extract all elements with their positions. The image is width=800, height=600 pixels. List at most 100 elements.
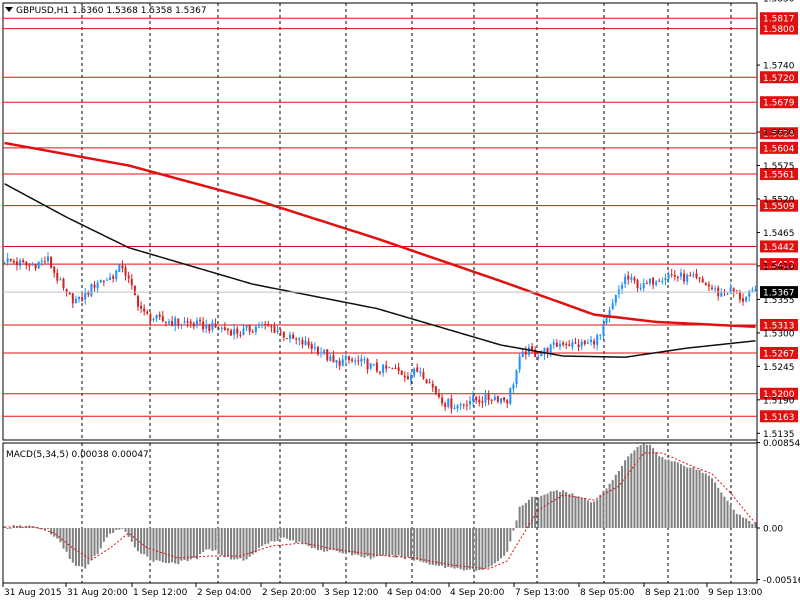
level-label-box xyxy=(760,12,798,25)
macd-histogram-bar xyxy=(254,528,257,553)
x-tick-label: 7 Sep 13:00 xyxy=(515,588,570,598)
macd-histogram-bar xyxy=(406,528,409,557)
candle-body xyxy=(366,359,369,370)
candle-body xyxy=(124,267,127,276)
candle-body xyxy=(115,270,118,280)
candle-body xyxy=(155,314,158,319)
macd-histogram-bar xyxy=(422,528,425,563)
macd-histogram-bar xyxy=(589,502,593,528)
y-tick-label: 1.5355 xyxy=(763,296,795,306)
macd-histogram-bar xyxy=(558,491,561,528)
macd-histogram-bar xyxy=(701,472,704,528)
candle-body xyxy=(347,356,350,361)
candle-body xyxy=(422,372,425,379)
candle-body xyxy=(472,395,475,402)
x-tick-label: 8 Sep 05:00 xyxy=(580,588,635,598)
x-tick-label: 31 Aug 20:00 xyxy=(67,588,128,598)
macd-histogram-bar xyxy=(310,528,313,549)
candle-body xyxy=(19,260,22,266)
candle-body xyxy=(686,274,689,282)
candle-body xyxy=(295,338,298,340)
candle-body xyxy=(664,278,667,280)
candle-body xyxy=(534,349,537,358)
macd-histogram-bar xyxy=(593,501,596,528)
candle-body xyxy=(608,310,611,319)
level-label-box xyxy=(760,346,798,359)
macd-histogram-bar xyxy=(568,494,571,528)
candle-body xyxy=(428,382,431,384)
macd-histogram-bar xyxy=(357,528,360,556)
x-tick-label: 8 Sep 21:00 xyxy=(645,588,700,598)
candle-body xyxy=(251,331,254,333)
macd-histogram-bar xyxy=(183,528,186,560)
macd-histogram-bar xyxy=(360,528,363,557)
candle-body xyxy=(25,261,28,266)
macd-histogram-bar xyxy=(152,528,155,562)
candle-body xyxy=(161,316,164,322)
candle-body xyxy=(264,323,267,325)
candle-body xyxy=(223,327,226,330)
candle-body xyxy=(701,278,704,283)
candle-body xyxy=(624,276,627,285)
candle-body xyxy=(565,343,568,345)
macd-histogram-bar xyxy=(96,528,99,555)
macd-histogram-bar xyxy=(580,497,583,528)
candle-body xyxy=(199,319,202,321)
candle-body xyxy=(549,344,552,353)
candle-body xyxy=(614,294,617,303)
collapse-arrow-icon[interactable] xyxy=(5,7,13,12)
candle-body xyxy=(37,261,40,269)
macd-histogram-bar xyxy=(742,517,745,528)
level-label: 1.5313 xyxy=(763,321,795,331)
candle-body xyxy=(202,321,205,330)
macd-histogram-bar xyxy=(627,456,630,528)
macd-y-tick-label: -0.00516 xyxy=(763,576,800,586)
candle-body xyxy=(146,311,149,314)
candle-body xyxy=(9,259,12,261)
candle-body xyxy=(503,397,506,401)
macd-histogram-bar xyxy=(149,528,152,561)
macd-histogram-bar xyxy=(81,528,84,567)
macd-histogram-bar xyxy=(428,528,431,565)
macd-histogram-bar xyxy=(490,528,493,566)
y-tick-label: 1.5850 xyxy=(763,0,795,5)
macd-histogram-bar xyxy=(695,469,698,528)
macd-histogram-bar xyxy=(478,528,481,571)
level-label: 1.5561 xyxy=(763,171,795,181)
macd-histogram-bar xyxy=(62,528,65,549)
candle-body xyxy=(276,330,279,333)
candle-body xyxy=(416,367,419,372)
candle-body xyxy=(531,346,534,351)
chart-title: GBPUSD,H1 1.5360 1.5368 1.5358 1.5367 xyxy=(16,6,207,16)
macd-histogram-bar xyxy=(437,528,440,566)
level-label: 1.5720 xyxy=(763,74,795,84)
candle-body xyxy=(748,291,751,297)
macd-histogram-bar xyxy=(518,506,521,528)
candle-body xyxy=(518,356,521,370)
macd-histogram-bar xyxy=(738,514,741,528)
macd-histogram-bar xyxy=(257,528,260,548)
candle-body xyxy=(320,352,323,354)
candle-body xyxy=(357,360,360,362)
macd-histogram-bar xyxy=(31,526,34,528)
candle-body xyxy=(261,324,264,326)
candle-body xyxy=(236,328,239,334)
macd-histogram-bar xyxy=(99,528,102,549)
candle-body xyxy=(732,288,735,293)
candle-body xyxy=(289,334,292,339)
candle-body xyxy=(298,338,301,341)
level-label: 1.5679 xyxy=(763,99,795,109)
candle-body xyxy=(71,293,74,304)
level-label: 1.5509 xyxy=(763,202,795,212)
macd-histogram-bar xyxy=(496,528,499,562)
candle-body xyxy=(93,284,96,288)
level-label-box xyxy=(760,96,798,109)
y-tick-label: 1.5245 xyxy=(763,363,795,373)
macd-histogram-bar xyxy=(639,445,642,528)
candle-body xyxy=(667,274,670,279)
macd-histogram-bar xyxy=(316,528,319,551)
macd-histogram-bar xyxy=(366,528,369,557)
macd-histogram-bar xyxy=(723,496,726,528)
candle-body xyxy=(621,285,624,289)
